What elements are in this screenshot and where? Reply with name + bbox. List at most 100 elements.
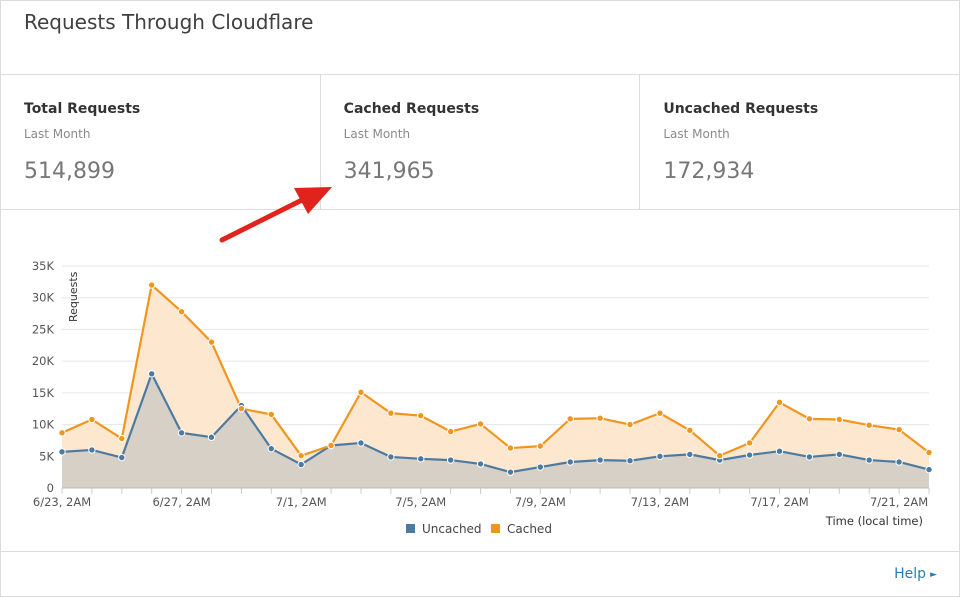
legend-swatch-cached: [491, 524, 500, 533]
uncached-point: [895, 458, 903, 466]
cached-point: [267, 410, 275, 419]
x-tick-label: 6/23, 2AM: [33, 495, 91, 509]
cached-point: [177, 307, 186, 316]
stat-value: 514,899: [24, 159, 115, 184]
x-tick-label: 7/1, 2AM: [276, 495, 327, 509]
cached-point: [536, 442, 545, 450]
x-tick-label: 7/13, 2AM: [631, 495, 689, 509]
requests-chart: 0 5K 10K 15K 20K 25K 30K 35K 6/23, 2AM 6/27, 2AM 7…: [32, 259, 933, 536]
uncached-point: [925, 465, 933, 474]
legend-swatch-uncached: [406, 524, 415, 533]
cached-point: [925, 448, 933, 457]
uncached-point: [357, 439, 365, 447]
red-arrow-icon: [219, 187, 332, 243]
uncached-point: [536, 463, 545, 471]
legend-label-cached: Cached: [507, 522, 552, 536]
cached-point: [118, 434, 126, 443]
uncached-point: [596, 456, 604, 464]
card-title: Requests Through Cloudflare: [24, 10, 314, 34]
y-tick-label: 35K: [32, 259, 55, 273]
cached-point: [417, 411, 425, 420]
stat-period: Last Month: [663, 127, 730, 141]
help-link[interactable]: Help ►: [894, 566, 937, 582]
cached-point: [775, 398, 784, 407]
y-tick-label: 25K: [32, 322, 55, 336]
cached-point: [745, 439, 754, 447]
cached-point: [895, 425, 903, 434]
stat-label: Cached Requests: [343, 101, 480, 117]
cached-point: [805, 415, 814, 423]
cached-point: [596, 414, 604, 422]
uncached-point: [387, 453, 395, 461]
cached-point: [865, 421, 873, 429]
uncached-point: [745, 451, 754, 459]
stat-label: Total Requests: [24, 101, 141, 117]
uncached-point: [656, 452, 664, 460]
stat-value: 341,965: [343, 159, 435, 184]
legend-label-uncached: Uncached: [422, 522, 482, 536]
uncached-point: [566, 458, 574, 466]
card-footer: Help ►: [1, 551, 959, 597]
cached-point: [88, 415, 96, 424]
uncached-point: [177, 429, 186, 437]
x-tick-label: 6/27, 2AM: [152, 495, 210, 509]
uncached-point: [835, 450, 844, 459]
cached-point: [387, 409, 395, 417]
x-tick-label: 7/5, 2AM: [395, 495, 446, 509]
uncached-point: [476, 460, 485, 468]
cached-point: [506, 444, 515, 452]
uncached-point: [865, 456, 873, 464]
y-tick-label: 10K: [32, 418, 55, 432]
stat-cached-requests: Cached Requests Last Month 341,965: [321, 75, 641, 209]
cached-point: [835, 415, 844, 424]
y-tick-label: 0: [47, 481, 54, 495]
cached-line: [61, 282, 930, 457]
x-tick-label: 7/17, 2AM: [750, 495, 808, 509]
y-axis-label: Requests: [67, 271, 80, 322]
uncached-point: [805, 453, 814, 461]
x-tick-label: 7/9, 2AM: [515, 495, 566, 509]
cached-point: [626, 420, 634, 429]
cached-point: [476, 420, 485, 428]
stat-total-requests: Total Requests Last Month 514,899: [1, 75, 321, 209]
uncached-point: [58, 448, 66, 456]
y-tick-label: 5K: [39, 449, 54, 463]
caret-right-icon: ►: [930, 570, 937, 580]
cached-point: [58, 429, 66, 437]
uncached-point: [775, 447, 784, 455]
uncached-point: [686, 450, 694, 459]
cached-point: [237, 405, 246, 413]
cached-point: [207, 338, 216, 346]
stat-period: Last Month: [24, 127, 91, 141]
uncached-point: [267, 444, 275, 453]
cached-point: [686, 426, 694, 434]
cached-point: [716, 451, 724, 460]
uncached-point: [88, 446, 96, 454]
stat-period: Last Month: [343, 127, 411, 141]
y-tick-label: 30K: [32, 291, 55, 305]
cached-point: [566, 415, 574, 423]
cached-point: [446, 427, 455, 436]
uncached-line: [61, 371, 930, 474]
uncached-point: [417, 455, 425, 463]
uncached-point: [118, 453, 126, 462]
cached-point: [357, 388, 365, 396]
cached-point: [656, 409, 664, 417]
uncached-point: [147, 370, 156, 378]
cached-point: [297, 451, 305, 460]
uncached-point: [506, 468, 515, 476]
stat-uncached-requests: Uncached Requests Last Month 172,934: [640, 75, 959, 209]
uncached-point: [446, 456, 455, 464]
help-label: Help: [894, 566, 927, 582]
y-tick-label: 15K: [32, 386, 55, 400]
cached-point: [327, 441, 335, 450]
y-tick-label: 20K: [32, 354, 55, 368]
uncached-point: [626, 457, 634, 465]
uncached-point: [297, 460, 305, 469]
uncached-point: [207, 433, 216, 441]
x-tick-label: 7/21, 2AM: [870, 495, 928, 509]
cached-point: [147, 281, 156, 289]
cached-area: [62, 285, 929, 488]
stat-value: 172,934: [663, 159, 755, 184]
